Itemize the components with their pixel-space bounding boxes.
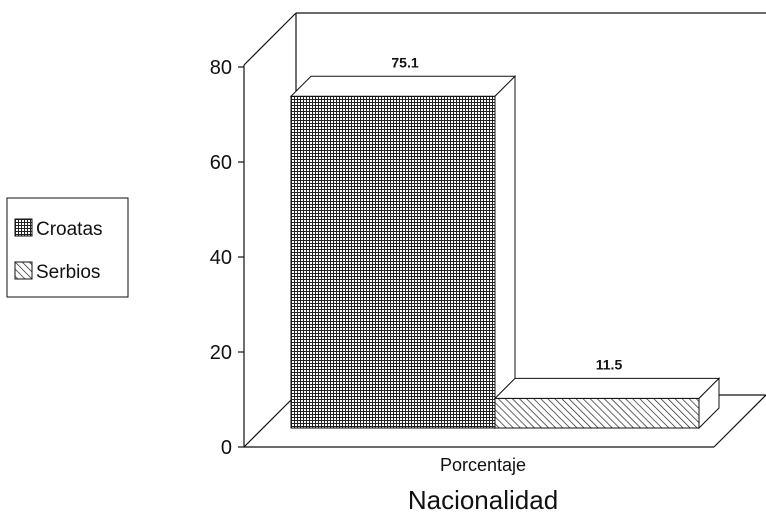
bar-top-croatas [289,75,517,97]
x-category-label: Porcentaje [440,455,526,475]
side-wall-top-edge [243,12,297,66]
legend-box [6,197,129,298]
x-axis-title: Nacionalidad [408,485,558,515]
bar-front-croatas [290,95,496,429]
y-tick-label-4: 80 [210,57,232,79]
y-tick-label-2: 40 [210,247,232,269]
legend-swatch-croatas [14,218,33,237]
bars [289,75,721,430]
data-label-serbios: 11.5 [596,356,623,372]
legend-label-serbios: Serbios [36,262,100,283]
bar-top-serbios [493,377,721,399]
floor-right-edge [713,394,766,448]
data-label-croatas: 75.1 [391,54,418,70]
y-tick-label-3: 60 [210,152,232,174]
bar-side-croatas [494,75,516,430]
y-tick-label-1: 20 [210,342,232,364]
bar-serbios [493,377,721,430]
data-labels: 75.1 11.5 [391,54,622,372]
legend-label-croatas: Croatas [36,219,103,240]
floor-left-edge [243,394,297,448]
bar-side-serbios [698,377,720,430]
legend-swatch-serbios [14,261,33,280]
y-tick-label-0: 0 [221,437,232,459]
bar-croatas [289,75,517,430]
bar-front-serbios [494,397,700,429]
y-axis-ticks: 0 20 40 60 80 [210,57,244,459]
legend: Croatas Serbios [6,197,129,298]
